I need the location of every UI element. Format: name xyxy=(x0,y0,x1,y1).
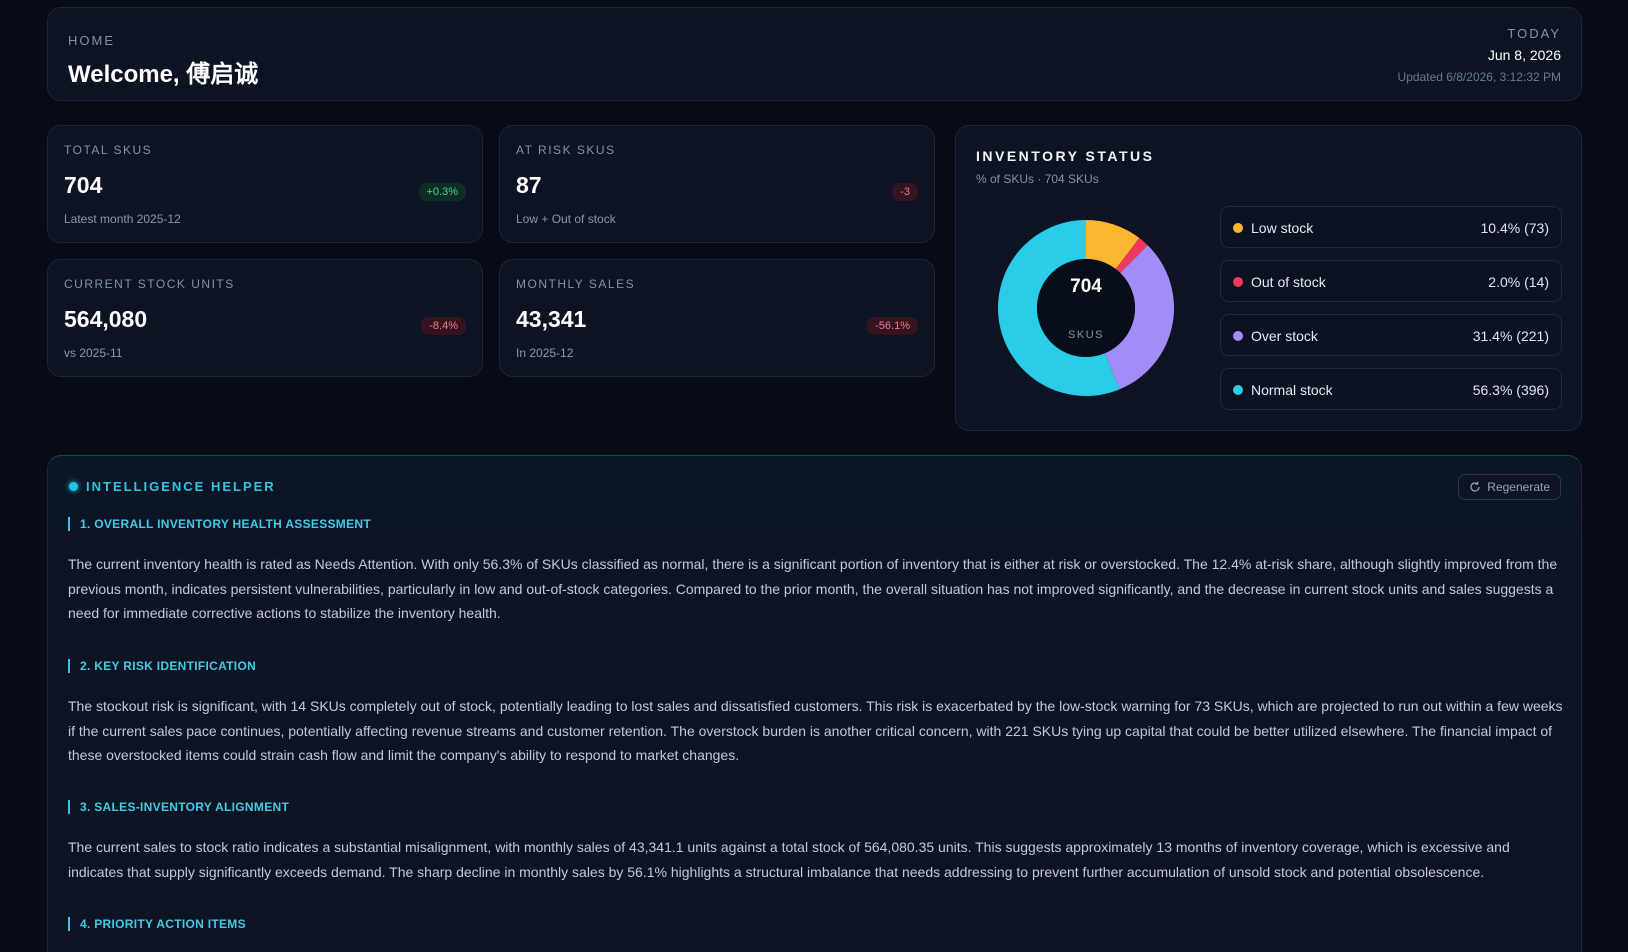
kpi-label: AT RISK SKUS xyxy=(516,143,616,157)
regenerate-label: Regenerate xyxy=(1487,480,1550,494)
kpi-subtext: In 2025-12 xyxy=(516,346,574,360)
last-updated: Updated 6/8/2026, 3:12:32 PM xyxy=(1397,70,1561,84)
section-heading: 1. OVERALL INVENTORY HEALTH ASSESSMENT xyxy=(68,517,371,531)
donut-hole xyxy=(1037,259,1135,357)
legend-dot xyxy=(1233,331,1243,341)
inventory-status-card: INVENTORY STATUS % of SKUs · 704 SKUs 70… xyxy=(955,125,1582,431)
legend-label: Over stock xyxy=(1251,328,1318,344)
donut-slice-normal-stock[interactable] xyxy=(998,220,1120,396)
donut-slice-over-stock[interactable] xyxy=(1104,245,1174,390)
inventory-donut-chart xyxy=(998,220,1174,396)
section-body: The stockout risk is significant, with 1… xyxy=(68,698,1563,763)
legend-dot xyxy=(1233,277,1243,287)
kpi-value: 87 xyxy=(516,172,542,198)
legend-value: 10.4% (73) xyxy=(1480,220,1549,236)
kpi-value: 564,080 xyxy=(64,306,148,332)
current-date: Jun 8, 2026 xyxy=(1487,47,1561,63)
legend-item-out-of-stock[interactable]: Out of stock 2.0% (14) xyxy=(1220,260,1562,302)
kpi-subtext: Low + Out of stock xyxy=(516,212,616,226)
inventory-status-title: INVENTORY STATUS xyxy=(976,148,1155,164)
today-label: TODAY xyxy=(1507,26,1561,41)
legend-label: Normal stock xyxy=(1251,382,1333,398)
kpi-change-badge: -8.4% xyxy=(421,317,466,335)
legend-item-normal-stock[interactable]: Normal stock 56.3% (396) xyxy=(1220,368,1562,410)
kpi-subtext: Latest month 2025-12 xyxy=(64,212,181,226)
donut-center-label: SKUS xyxy=(1068,329,1104,341)
legend-item-low-stock[interactable]: Low stock 10.4% (73) xyxy=(1220,206,1562,248)
donut-center-value: 704 xyxy=(1070,276,1102,297)
kpi-card-at-risk-skus: AT RISK SKUS 87 -3 Low + Out of stock xyxy=(499,125,935,243)
kpi-label: MONTHLY SALES xyxy=(516,277,636,291)
helper-title: INTELLIGENCE HELPER xyxy=(86,479,276,494)
status-dot-icon xyxy=(69,482,78,491)
section-heading: 4. PRIORITY ACTION ITEMS xyxy=(68,917,246,931)
legend-label: Out of stock xyxy=(1251,274,1326,290)
legend-dot xyxy=(1233,385,1243,395)
legend-item-over-stock[interactable]: Over stock 31.4% (221) xyxy=(1220,314,1562,356)
kpi-value: 704 xyxy=(64,172,103,198)
legend-dot xyxy=(1233,223,1243,233)
kpi-label: TOTAL SKUS xyxy=(64,143,153,157)
legend-value: 56.3% (396) xyxy=(1472,382,1549,398)
refresh-icon xyxy=(1470,481,1480,492)
section-body: The current inventory health is rated as… xyxy=(68,556,1558,621)
page-title: Welcome, 傅启诚 xyxy=(68,61,259,88)
kpi-change-badge: -3 xyxy=(892,183,918,201)
inventory-status-subtitle: % of SKUs · 704 SKUs xyxy=(976,172,1099,186)
kpi-change-badge: -56.1% xyxy=(867,317,918,335)
kpi-change-badge: +0.3% xyxy=(418,183,466,201)
donut-slice-low-stock[interactable] xyxy=(1086,220,1140,270)
kpi-subtext: vs 2025-11 xyxy=(64,346,123,360)
section-body: The current sales to stock ratio indicat… xyxy=(68,839,1510,880)
legend-value: 31.4% (221) xyxy=(1472,328,1549,344)
breadcrumb: HOME xyxy=(68,33,115,48)
kpi-card-monthly-sales: MONTHLY SALES 43,341 -56.1% In 2025-12 xyxy=(499,259,935,377)
intelligence-helper-panel: INTELLIGENCE HELPER Regenerate 1. OVERAL… xyxy=(47,455,1582,952)
legend-label: Low stock xyxy=(1251,220,1314,236)
regenerate-button[interactable]: Regenerate xyxy=(1458,474,1561,500)
section-heading: 2. KEY RISK IDENTIFICATION xyxy=(68,659,256,673)
page-header: HOME Welcome, 傅启诚 TODAY Jun 8, 2026 Upda… xyxy=(47,7,1582,101)
kpi-label: CURRENT STOCK UNITS xyxy=(64,277,235,291)
section-heading: 3. SALES-INVENTORY ALIGNMENT xyxy=(68,800,289,814)
kpi-value: 43,341 xyxy=(516,306,587,332)
kpi-card-total-skus: TOTAL SKUS 704 +0.3% Latest month 2025-1… xyxy=(47,125,483,243)
donut-slice-out-of-stock[interactable] xyxy=(1115,238,1148,274)
kpi-card-current-stock-units: CURRENT STOCK UNITS 564,080 -8.4% vs 202… xyxy=(47,259,483,377)
legend-value: 2.0% (14) xyxy=(1488,274,1549,290)
